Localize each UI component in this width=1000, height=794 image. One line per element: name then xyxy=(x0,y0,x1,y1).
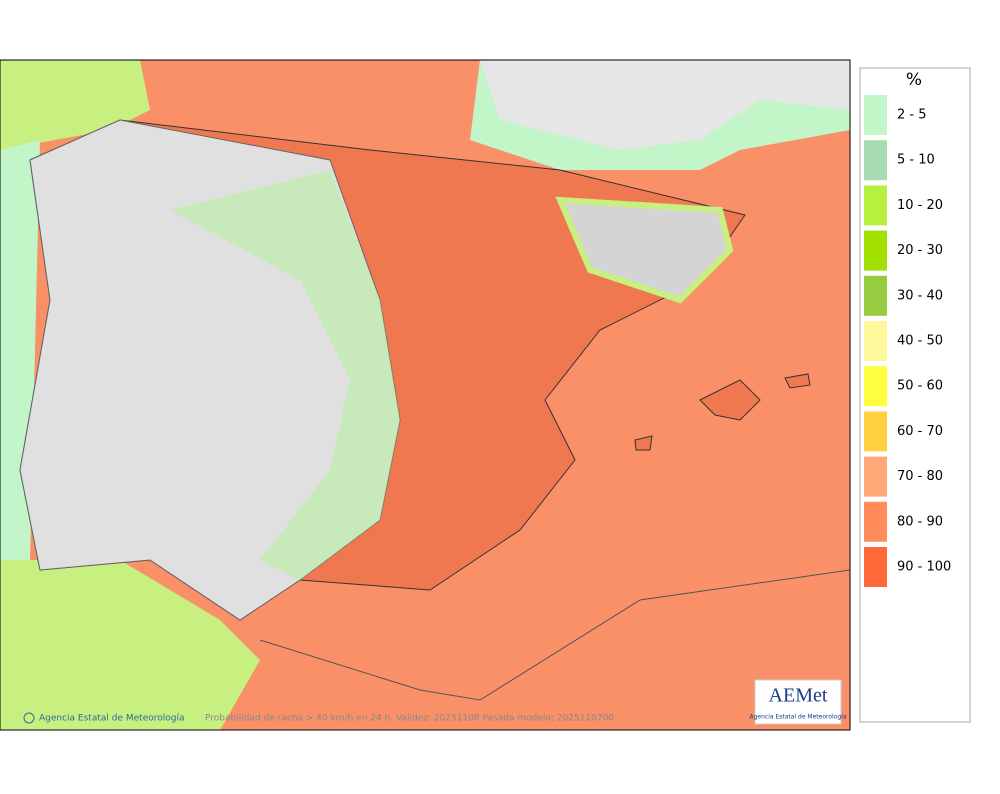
legend: % 2 - 5 5 - 10 10 - 20 20 - 30 30 - 40 40 - 5… xyxy=(859,67,971,723)
legend-swatch xyxy=(864,366,887,407)
france-land xyxy=(480,60,850,150)
legend-title: % xyxy=(906,70,922,90)
legend-swatch xyxy=(864,95,887,135)
credit: Agencia Estatal de Meteorología xyxy=(39,714,185,724)
ibiza xyxy=(634,435,653,451)
legend-swatch xyxy=(864,411,887,452)
legend-label: 30 - 40 xyxy=(897,288,943,303)
logo: AEMet xyxy=(769,685,828,707)
logo-subtitle: Agencia Estatal de Meteorología xyxy=(750,714,847,721)
menorca xyxy=(784,373,811,389)
legend-label: 80 - 90 xyxy=(897,514,943,529)
map-frame xyxy=(0,59,851,731)
legend-swatch xyxy=(864,321,887,361)
legend-label: 60 - 70 xyxy=(897,424,943,439)
legend-label: 40 - 50 xyxy=(897,334,943,349)
green-zone xyxy=(170,170,400,580)
pyrenees xyxy=(555,196,734,304)
logo-box xyxy=(754,679,842,725)
legend-swatch xyxy=(864,547,887,587)
map: Agencia Estatal de Meteorología Probabil… xyxy=(0,59,851,731)
legend-label: 50 - 60 xyxy=(897,379,943,394)
legend-swatch xyxy=(864,230,887,271)
legend-label: 2 - 5 xyxy=(897,108,927,123)
africa-coast xyxy=(259,569,851,701)
mallorca xyxy=(699,379,761,421)
legend-swatch xyxy=(864,275,887,316)
copyright-icon xyxy=(23,712,35,724)
legend-swatch xyxy=(864,140,887,181)
legend-label: 10 - 20 xyxy=(897,198,943,213)
legend-label: 70 - 80 xyxy=(897,469,943,484)
africa-zone xyxy=(0,560,260,730)
legend-label: 20 - 30 xyxy=(897,243,943,258)
legend-label: 5 - 10 xyxy=(897,153,935,168)
legend-swatch xyxy=(864,456,887,497)
legend-swatch xyxy=(864,501,887,542)
legend-label: 90 - 100 xyxy=(897,560,951,575)
legend-swatch xyxy=(864,185,887,226)
caption: Probabilidad de racha > 40 km/h en 24 h.… xyxy=(205,714,614,724)
